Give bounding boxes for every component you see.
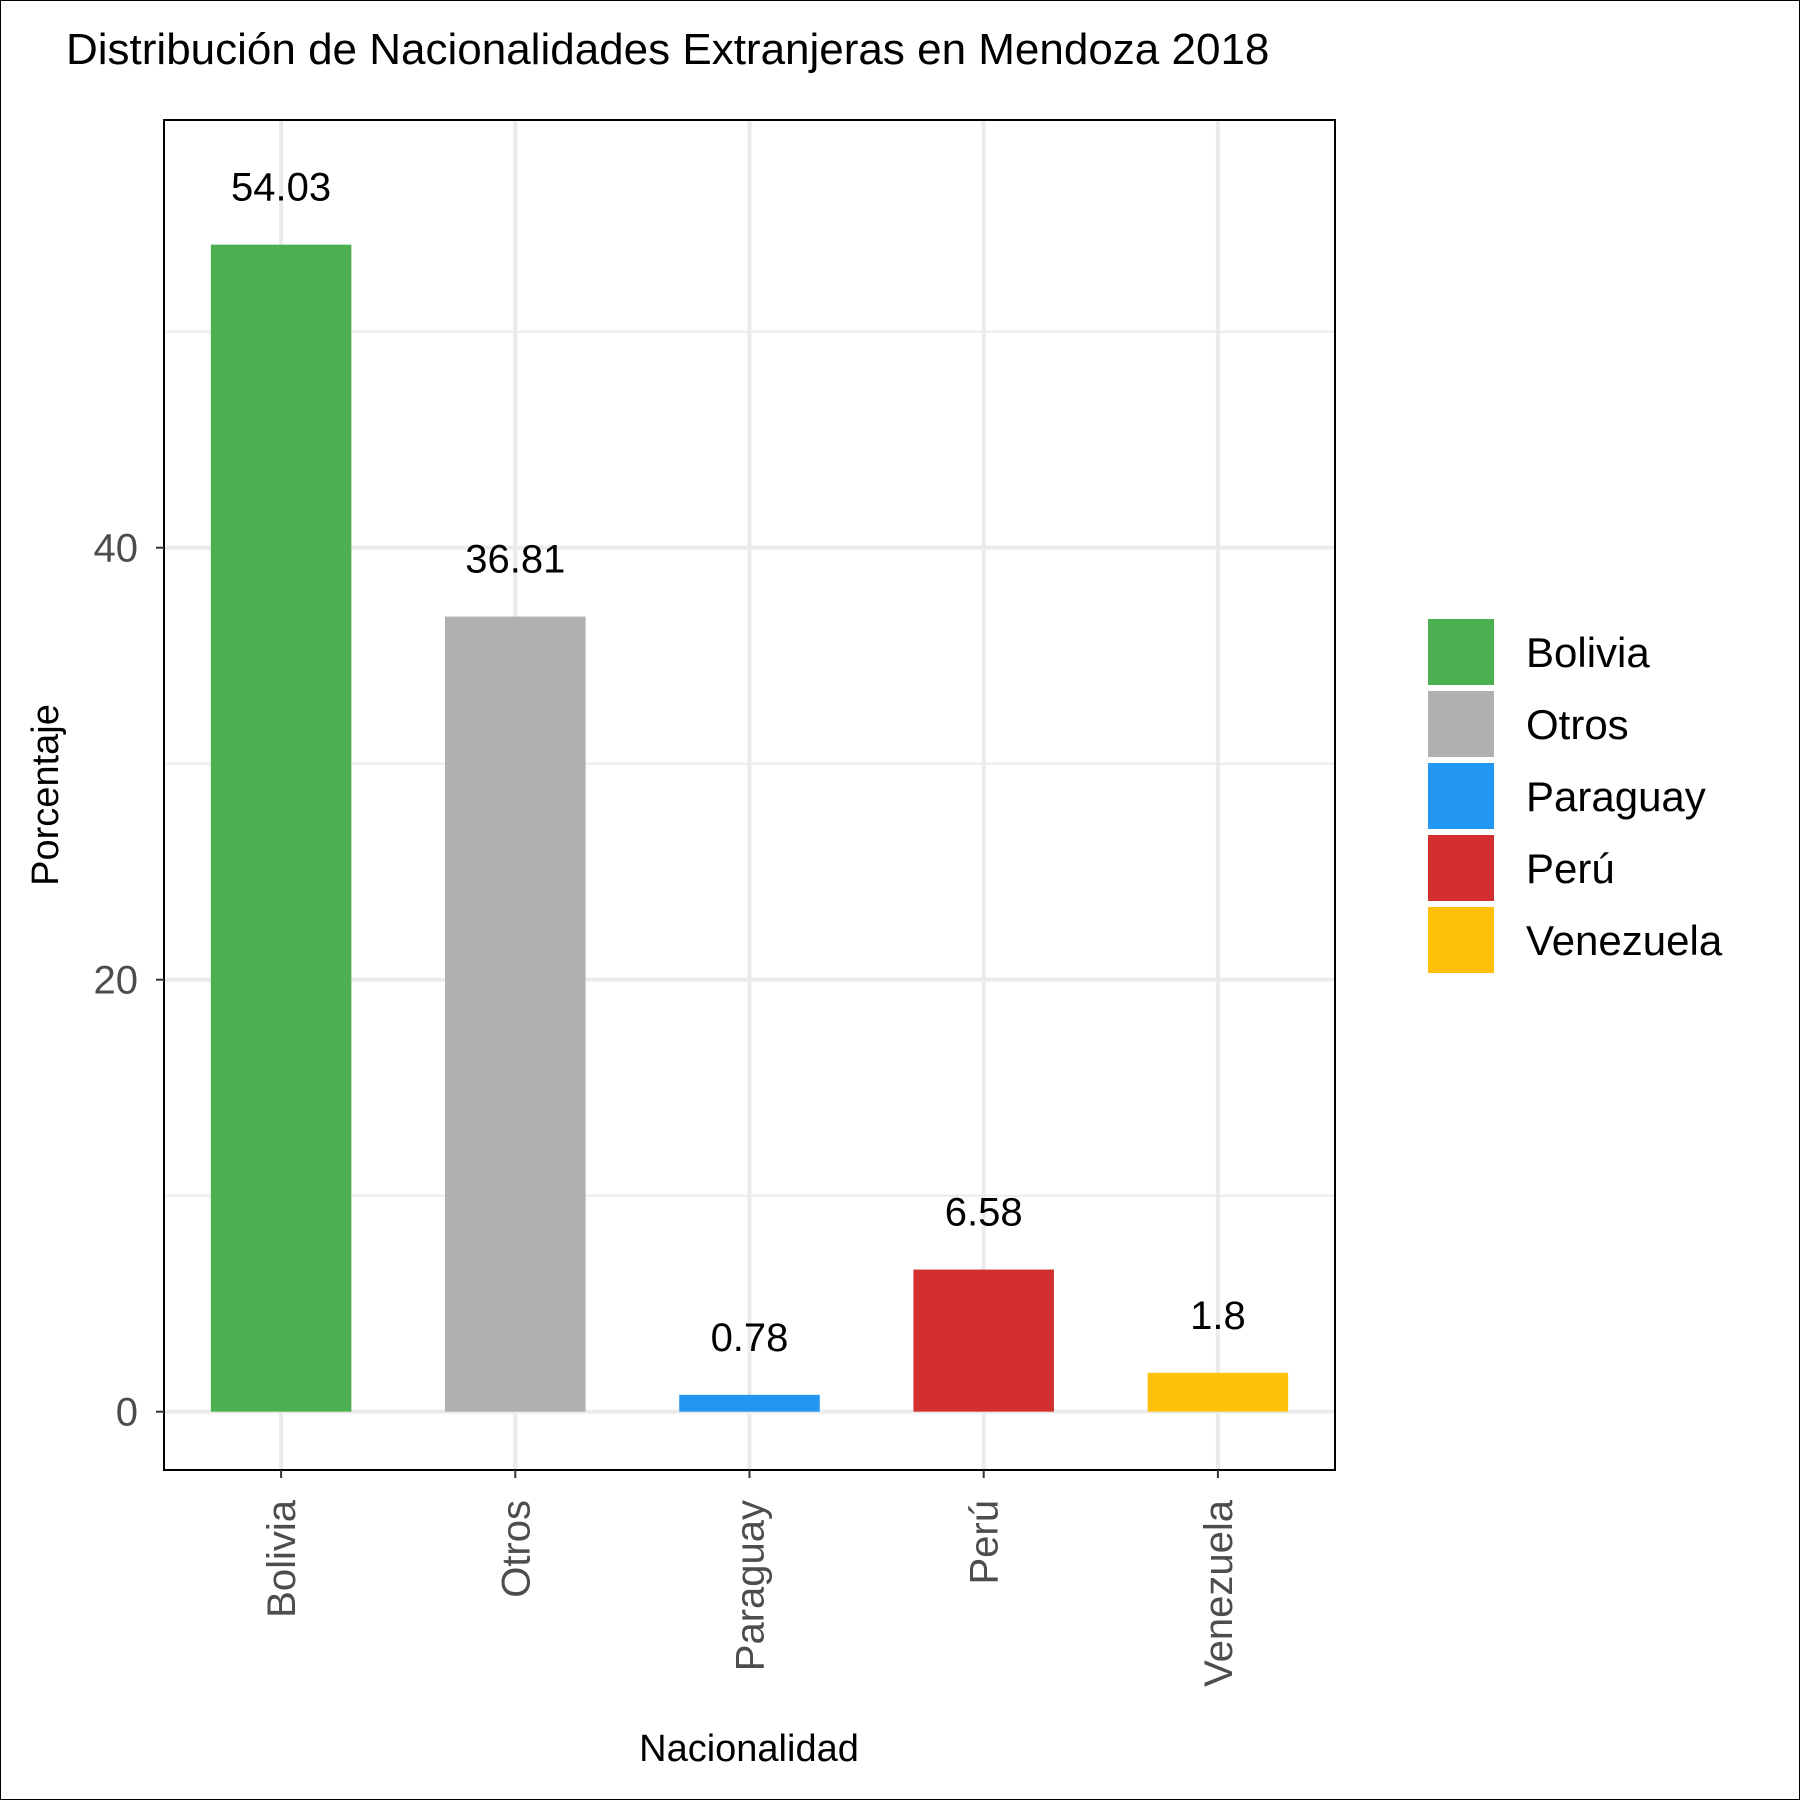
legend-label: Paraguay	[1526, 773, 1706, 820]
value-label: 54.03	[231, 166, 331, 210]
y-axis-title: Porcentaje	[25, 704, 67, 886]
legend-label: Otros	[1526, 701, 1629, 748]
legend-key-bolivia	[1428, 619, 1494, 685]
bars	[210, 244, 1289, 1412]
x-axis-title: Nacionalidad	[639, 1728, 859, 1770]
legend-key-paraguay	[1428, 763, 1494, 829]
value-label: 6.58	[945, 1191, 1023, 1235]
y-axis-ticks: 0 20 40	[94, 527, 164, 1435]
bar-otros	[445, 616, 586, 1412]
x-tick-label: Perú	[963, 1500, 1007, 1585]
bar-venezuela	[1147, 1372, 1289, 1412]
legend-key-venezuela	[1428, 907, 1494, 973]
legend: Bolivia Otros Paraguay Perú Venezuela	[1428, 619, 1723, 973]
bar-bolivia	[210, 244, 352, 1412]
y-tick-label: 20	[94, 959, 139, 1003]
legend-key-otros	[1428, 691, 1494, 757]
x-tick-label: Paraguay	[729, 1500, 773, 1671]
value-label: 36.81	[465, 538, 565, 582]
x-tick-label: Bolivia	[260, 1499, 304, 1618]
bar-perú	[913, 1269, 1054, 1412]
bar-paraguay	[679, 1394, 820, 1412]
value-labels: 54.03 36.81 0.78 6.58 1.8	[231, 166, 1246, 1360]
y-tick-label: 0	[116, 1391, 138, 1435]
value-label: 1.8	[1190, 1294, 1246, 1338]
legend-label: Bolivia	[1526, 629, 1650, 676]
x-tick-label: Venezuela	[1197, 1499, 1241, 1687]
value-label: 0.78	[711, 1316, 789, 1360]
legend-label: Perú	[1526, 845, 1615, 892]
chart-title: Distribución de Nacionalidades Extranjer…	[66, 25, 1269, 74]
legend-label: Venezuela	[1526, 917, 1723, 964]
x-tick-label: Otros	[494, 1500, 538, 1598]
y-tick-label: 40	[94, 527, 139, 571]
x-axis-ticks: Bolivia Otros Paraguay Perú Venezuela	[260, 1470, 1241, 1687]
legend-key-perú	[1428, 835, 1494, 901]
